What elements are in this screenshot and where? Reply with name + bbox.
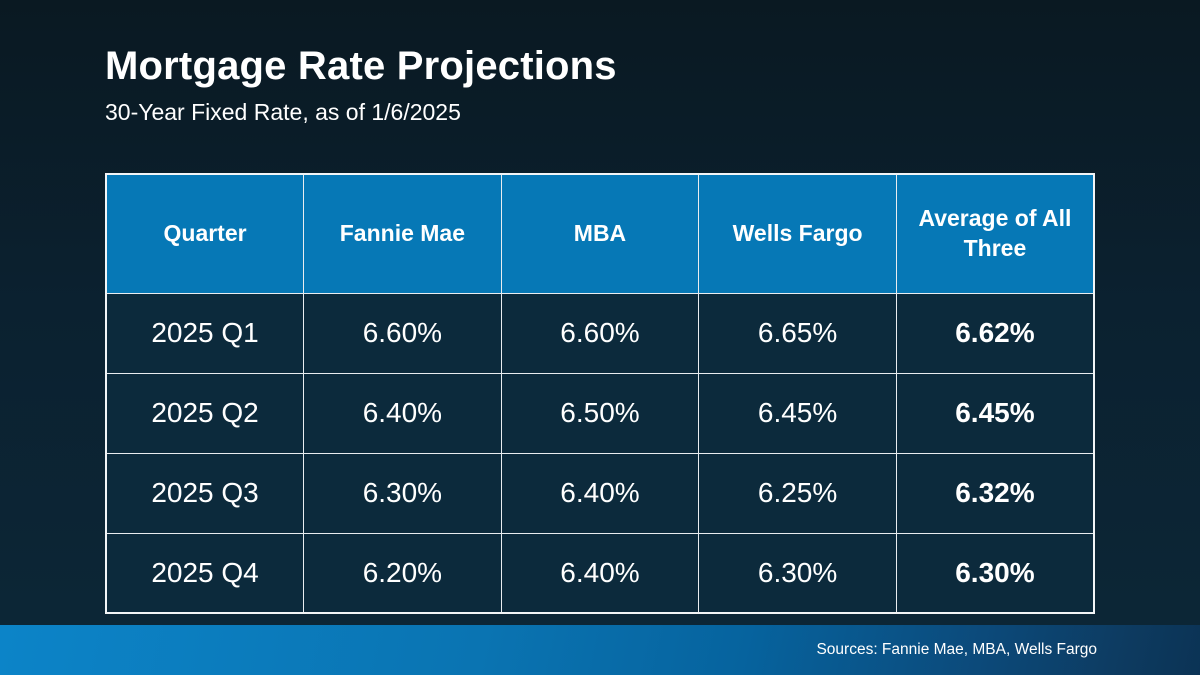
cell-fannie-mae: 6.40%: [303, 372, 502, 454]
cell-quarter: 2025 Q4: [105, 532, 305, 614]
cell-wells-fargo: 6.25%: [698, 452, 897, 534]
cell-average: 6.32%: [895, 452, 1095, 534]
table-row: 2025 Q2 6.40% 6.50% 6.45% 6.45%: [105, 372, 1095, 454]
cell-wells-fargo: 6.30%: [698, 532, 897, 614]
column-header-quarter: Quarter: [105, 173, 305, 294]
cell-mba: 6.50%: [500, 372, 700, 454]
cell-mba: 6.40%: [500, 532, 700, 614]
cell-fannie-mae: 6.30%: [303, 452, 502, 534]
cell-average: 6.45%: [895, 372, 1095, 454]
table-row: 2025 Q1 6.60% 6.60% 6.65% 6.62%: [105, 292, 1095, 374]
cell-quarter: 2025 Q2: [105, 372, 305, 454]
page-subtitle: 30-Year Fixed Rate, as of 1/6/2025: [105, 99, 461, 125]
cell-fannie-mae: 6.20%: [303, 532, 502, 614]
column-header-mba: MBA: [500, 173, 700, 294]
table-header: Quarter Fannie Mae MBA Wells Fargo Avera…: [105, 173, 1095, 294]
cell-quarter: 2025 Q1: [105, 292, 305, 374]
cell-wells-fargo: 6.65%: [698, 292, 897, 374]
page-title: Mortgage Rate Projections: [105, 44, 617, 88]
cell-fannie-mae: 6.60%: [303, 292, 502, 374]
cell-average: 6.30%: [895, 532, 1095, 614]
column-header-fannie-mae: Fannie Mae: [303, 173, 502, 294]
column-header-average: Average of All Three: [895, 173, 1095, 294]
footer-bar: Sources: Fannie Mae, MBA, Wells Fargo: [0, 625, 1200, 675]
cell-quarter: 2025 Q3: [105, 452, 305, 534]
footer-source-text: Sources: Fannie Mae, MBA, Wells Fargo: [816, 641, 1097, 658]
mortgage-rates-table: Quarter Fannie Mae MBA Wells Fargo Avera…: [105, 173, 1095, 614]
column-header-wells-fargo: Wells Fargo: [698, 173, 897, 294]
table-header-row: Quarter Fannie Mae MBA Wells Fargo Avera…: [105, 173, 1095, 294]
table-row: 2025 Q4 6.20% 6.40% 6.30% 6.30%: [105, 532, 1095, 614]
cell-mba: 6.60%: [500, 292, 700, 374]
cell-mba: 6.40%: [500, 452, 700, 534]
table-body: 2025 Q1 6.60% 6.60% 6.65% 6.62% 2025 Q2 …: [105, 292, 1095, 614]
cell-average: 6.62%: [895, 292, 1095, 374]
table-row: 2025 Q3 6.30% 6.40% 6.25% 6.32%: [105, 452, 1095, 534]
cell-wells-fargo: 6.45%: [698, 372, 897, 454]
